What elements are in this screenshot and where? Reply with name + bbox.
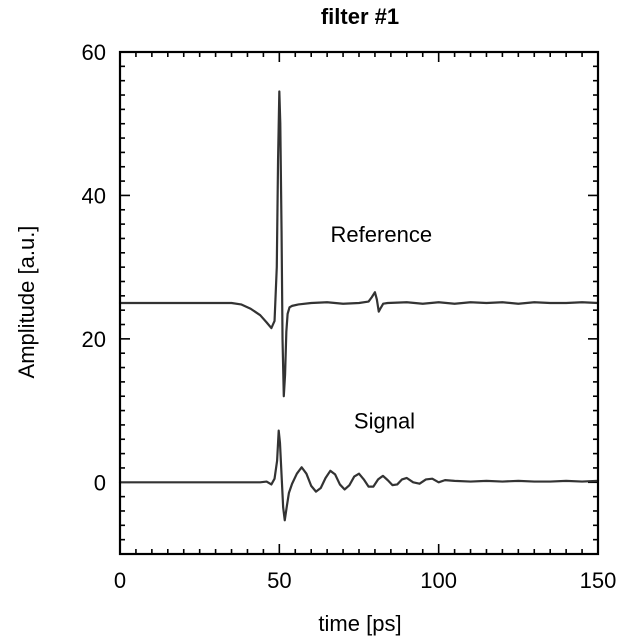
y-tick-label: 60 <box>82 40 106 65</box>
y-tick-label: 0 <box>94 470 106 495</box>
tick-labels: 0 50 100 150 0 20 40 60 <box>82 40 617 593</box>
reference-annotation: Reference <box>331 222 433 247</box>
signal-annotation: Signal <box>354 409 415 434</box>
plot-frame <box>118 50 600 556</box>
x-tick-label: 100 <box>420 568 457 593</box>
reference-line <box>118 90 600 398</box>
y-axis-label: Amplitude [a.u.] <box>14 226 39 379</box>
series-layer <box>118 90 600 522</box>
signal-line <box>118 429 600 522</box>
x-tick-label: 50 <box>267 568 291 593</box>
annotations: Reference Signal <box>331 222 433 433</box>
x-tick-label: 150 <box>580 568 617 593</box>
chart-title: filter #1 <box>321 4 399 29</box>
x-tick-label: 0 <box>114 568 126 593</box>
y-tick-label: 40 <box>82 183 106 208</box>
x-axis-label: time [ps] <box>318 611 401 636</box>
y-tick-label: 20 <box>82 327 106 352</box>
